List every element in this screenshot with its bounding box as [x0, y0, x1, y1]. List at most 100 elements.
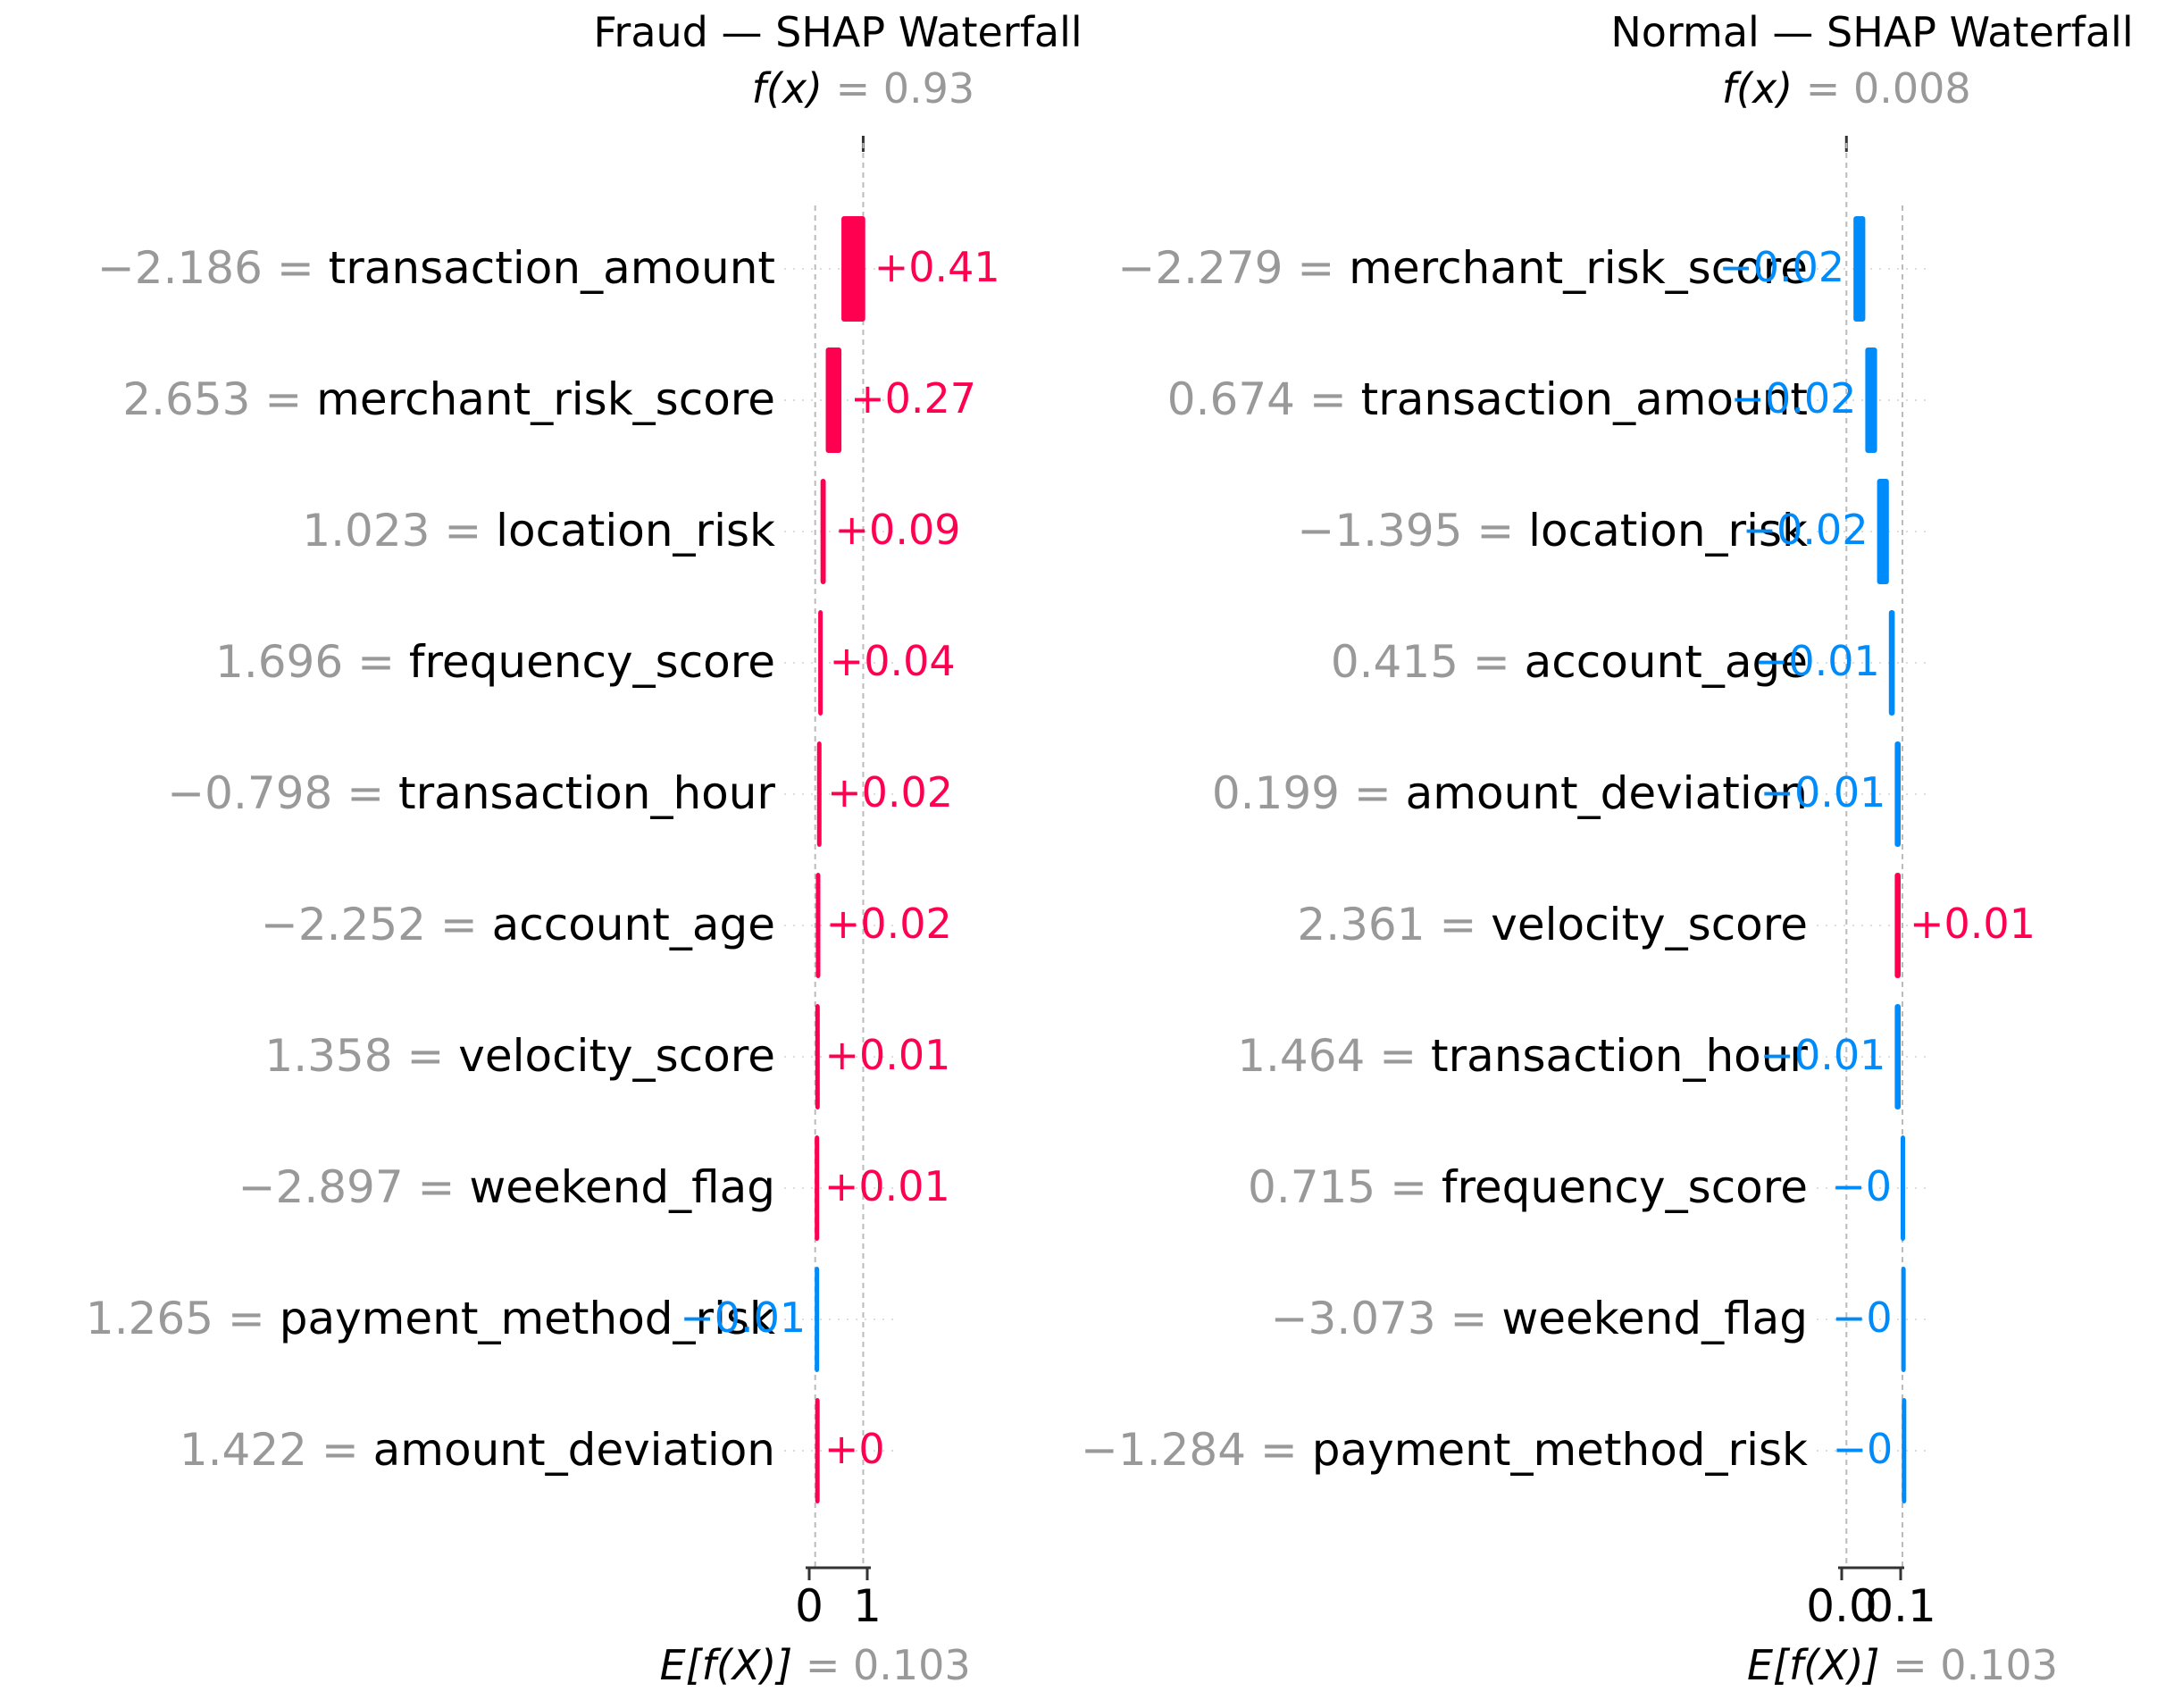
feature-value: 1.696 [215, 636, 343, 688]
feature-name: merchant_risk_score [1349, 242, 1808, 294]
shap-value-label: −0.02 [1730, 374, 1856, 423]
shap-bar [815, 1398, 820, 1503]
feature-value: 1.265 [86, 1293, 213, 1344]
fx-annotation: f(x) = 0.93 [752, 64, 975, 113]
shap-bar [825, 347, 842, 453]
shap-value-label: +0.01 [824, 1031, 950, 1079]
ex-annotation: E[f(X)] = 0.103 [660, 1641, 971, 1689]
feature-row-label: 2.653 = merchant_risk_score [122, 373, 775, 425]
feature-equals: = [263, 242, 329, 294]
ex-value: 0.103 [1940, 1641, 2058, 1689]
feature-name: frequency_score [409, 636, 775, 688]
shap-value-label: +0.27 [850, 374, 976, 423]
feature-row-label: 0.199 = amount_deviation [1212, 767, 1808, 819]
ex-annotation: E[f(X)] = 0.103 [1747, 1641, 2058, 1689]
feature-equals: = [1436, 1293, 1502, 1344]
feature-value: 1.023 [302, 505, 430, 557]
feature-name: velocity_score [458, 1030, 775, 1082]
feature-row-label: 0.715 = frequency_score [1248, 1161, 1808, 1213]
shap-bar [1894, 741, 1901, 847]
shap-bar [820, 479, 826, 584]
feature-row-label: −3.073 = weekend_flag [1271, 1293, 1808, 1344]
feature-equals: = [332, 767, 398, 819]
feature-row-label: 0.674 = transaction_amount [1167, 373, 1808, 425]
ex-label: E[f(X)] [660, 1641, 793, 1689]
shap-bar [815, 873, 821, 978]
feature-name: location_risk [1528, 505, 1808, 557]
shap-bar [1877, 479, 1889, 584]
x-tick-label: 0.0 [1806, 1580, 1877, 1632]
feature-name: amount_deviation [1406, 767, 1808, 819]
feature-row-label: −2.252 = account_age [261, 899, 775, 950]
feature-name: amount_deviation [373, 1424, 775, 1476]
x-tick-label: 1 [853, 1580, 882, 1632]
feature-equals: = [343, 636, 409, 688]
feature-row-label: 1.422 = amount_deviation [180, 1424, 775, 1476]
x-tick-label: 0 [795, 1580, 823, 1632]
feature-equals: = [1462, 505, 1528, 557]
x-tick-label: 0.1 [1865, 1580, 1936, 1632]
feature-name: payment_method_risk [1312, 1424, 1808, 1476]
shap-bar [815, 1267, 820, 1372]
chart-title: Fraud — SHAP Waterfall [593, 8, 1082, 56]
shap-value-label: +0.02 [826, 900, 952, 948]
shap-bar [1894, 1004, 1901, 1109]
feature-name: transaction_amount [329, 242, 775, 294]
ex-value: 0.103 [853, 1641, 971, 1689]
shap-value-label: +0.41 [874, 243, 1000, 291]
shap-bar [841, 216, 865, 322]
feature-name: transaction_hour [398, 767, 775, 819]
feature-name: location_risk [496, 505, 775, 557]
feature-equals: = [1246, 1424, 1312, 1476]
chart-title: Normal — SHAP Waterfall [1610, 8, 2133, 56]
shap-value-label: −0 [1831, 1162, 1892, 1210]
feature-name: frequency_score [1442, 1161, 1808, 1213]
feature-equals: = [1365, 1030, 1431, 1082]
feature-equals: = [430, 505, 496, 557]
feature-row-label: 1.023 = location_risk [302, 505, 775, 557]
feature-equals: = [1283, 242, 1349, 294]
ex-label: E[f(X)] [1747, 1641, 1880, 1689]
feature-row-label: −0.798 = transaction_hour [167, 767, 775, 819]
feature-value: −2.252 [261, 899, 426, 950]
shap-bar [1865, 347, 1877, 453]
feature-equals: = [1295, 373, 1361, 425]
shap-bar [815, 1004, 820, 1109]
feature-equals: = [1375, 1161, 1442, 1213]
shap-value-label: +0.09 [835, 506, 961, 554]
feature-name: weekend_flag [1501, 1293, 1808, 1344]
shap-value-label: −0.02 [1718, 243, 1844, 291]
shap-bar [818, 610, 823, 716]
shap-value-label: −0.01 [680, 1294, 806, 1342]
feature-value: −1.395 [1297, 505, 1462, 557]
shap-bar [815, 1135, 820, 1241]
fx-equals: = [823, 64, 883, 113]
shap-value-label: +0.02 [827, 768, 953, 816]
feature-equals: = [307, 1424, 373, 1476]
feature-row-label: −1.284 = payment_method_risk [1081, 1424, 1808, 1476]
feature-row-label: 1.265 = payment_method_risk [86, 1293, 775, 1344]
shap-bar [1894, 873, 1901, 978]
feature-name: velocity_score [1491, 899, 1808, 950]
shap-value-label: +0.01 [824, 1162, 950, 1210]
fx-annotation: f(x) = 0.008 [1722, 64, 1971, 113]
feature-name: transaction_amount [1361, 373, 1808, 425]
feature-name: merchant_risk_score [316, 373, 775, 425]
feature-value: 2.653 [122, 373, 250, 425]
fraud-waterfall-panel: Fraud — SHAP Waterfall f(x) = 0.93 −2.186 … [86, 8, 1083, 1689]
feature-value: 0.199 [1212, 767, 1340, 819]
feature-row-label: 1.358 = velocity_score [264, 1030, 775, 1082]
normal-waterfall-panel: Normal — SHAP Waterfall f(x) = 0.008 −2.27… [1081, 8, 2134, 1689]
feature-equals: = [426, 899, 492, 950]
feature-name: account_age [1525, 636, 1808, 688]
feature-value: −2.897 [238, 1161, 404, 1213]
shap-bar [816, 741, 822, 847]
shap-value-label: −0.01 [1754, 637, 1880, 685]
feature-equals: = [1459, 636, 1525, 688]
ex-equals: = [1880, 1641, 1941, 1689]
shap-value-label: −0.01 [1760, 768, 1885, 816]
feature-row-label: 1.696 = frequency_score [215, 636, 775, 688]
feature-row-label: −2.186 = transaction_amount [97, 242, 775, 294]
feature-name: transaction_hour [1431, 1030, 1808, 1082]
